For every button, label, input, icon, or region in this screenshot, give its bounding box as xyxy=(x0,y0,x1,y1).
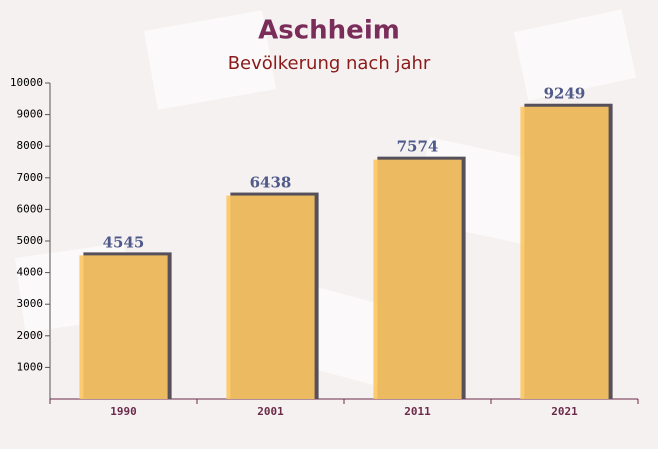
y-tick-label: 6000 xyxy=(17,202,44,215)
x-tick-label: 2001 xyxy=(257,405,284,418)
chart-title: Aschheim xyxy=(258,16,400,46)
y-tick-label: 9000 xyxy=(17,108,44,121)
y-tick-label: 7000 xyxy=(17,171,44,184)
x-tick-label: 2011 xyxy=(404,405,431,418)
bar xyxy=(373,159,462,399)
value-label: 6438 xyxy=(250,174,292,192)
y-tick-label: 3000 xyxy=(17,297,44,310)
bar xyxy=(520,106,609,399)
value-label: 9249 xyxy=(544,85,586,103)
value-label: 4545 xyxy=(103,233,145,251)
value-label: 7574 xyxy=(397,138,439,156)
x-tick-label: 1990 xyxy=(110,405,137,418)
bar xyxy=(226,195,315,399)
y-tick-label: 1000 xyxy=(17,360,44,373)
y-tick-label: 8000 xyxy=(17,139,44,152)
y-tick-label: 5000 xyxy=(17,234,44,247)
bar xyxy=(79,255,168,399)
y-tick-label: 10000 xyxy=(10,76,43,89)
y-tick-label: 2000 xyxy=(17,329,44,342)
y-tick-label: 4000 xyxy=(17,266,44,279)
x-tick-label: 2021 xyxy=(551,405,578,418)
chart-subtitle: Bevölkerung nach jahr xyxy=(228,53,431,74)
